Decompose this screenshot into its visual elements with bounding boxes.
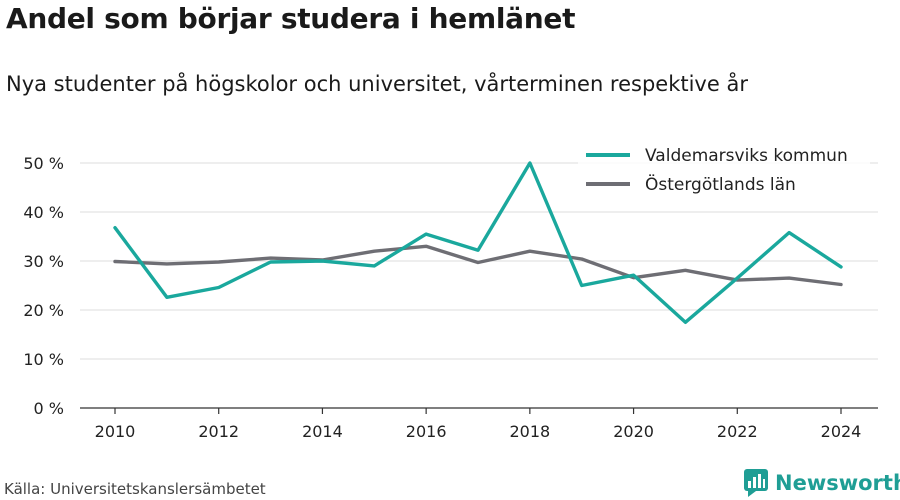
y-tick-label: 40 % (23, 203, 64, 222)
x-tick-label: 2020 (613, 422, 654, 441)
y-tick-label: 30 % (23, 252, 64, 271)
x-tick-label: 2012 (198, 422, 239, 441)
brand-logo: Newsworthy (744, 468, 900, 498)
x-tick-label: 2018 (509, 422, 550, 441)
legend-label-2: Östergötlands län (645, 173, 796, 195)
series-line-2 (113, 244, 843, 287)
y-tick-label: 0 % (34, 399, 64, 418)
brand-name: Newsworthy (775, 471, 900, 495)
x-tick-label: 2024 (821, 422, 862, 441)
chart-title: Andel som börjar studera i hemlänet (6, 2, 576, 35)
newsworthy-logo-icon (744, 469, 768, 497)
x-tick-label: 2022 (717, 422, 758, 441)
x-tick-label: 2016 (406, 422, 447, 441)
chart-subtitle: Nya studenter på högskolor och universit… (6, 72, 748, 96)
legend-background (578, 138, 870, 204)
legend-label-1: Valdemarsviks kommun (645, 146, 848, 166)
x-tick-label: 2010 (95, 422, 136, 441)
y-tick-label: 50 % (23, 154, 64, 173)
y-tick-label: 10 % (23, 350, 64, 369)
y-tick-label: 20 % (23, 301, 64, 320)
series-line-1 (113, 161, 843, 324)
line-chart: 0 % 10 % 20 % 30 % 40 % 50 % 2010 2012 2014 2016 2… (23, 138, 878, 441)
x-tick-label: 2014 (302, 422, 343, 441)
source-note: Källa: Universitetskanslersämbetet (4, 480, 266, 498)
